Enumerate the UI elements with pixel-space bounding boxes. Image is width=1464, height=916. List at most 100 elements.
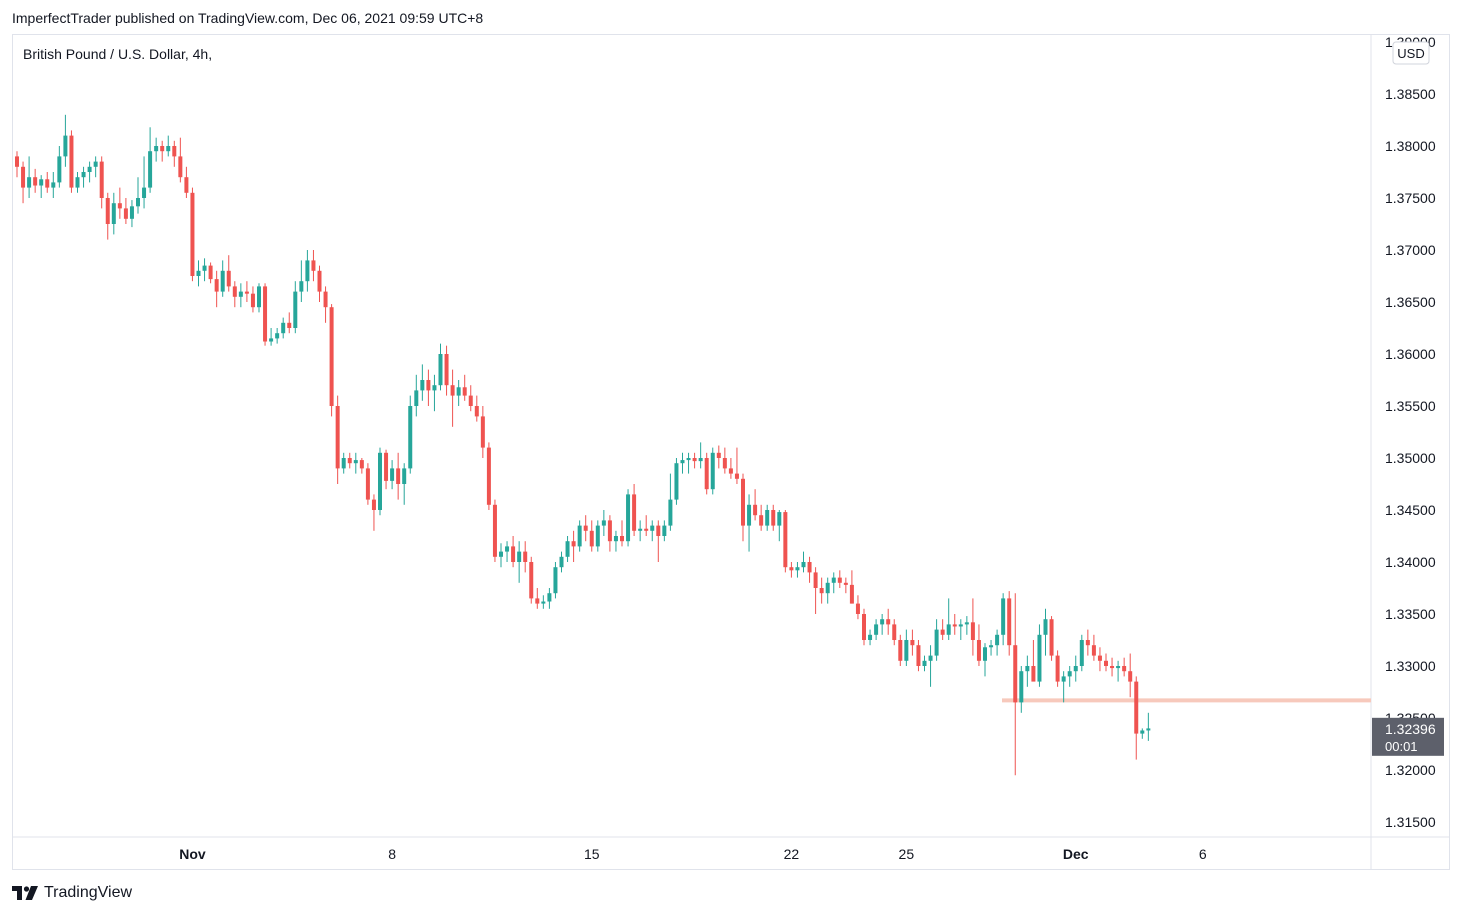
time-axis[interactable]: Nov 8 15 22 25 Dec 6 — [179, 846, 1207, 862]
candle-body — [111, 203, 116, 224]
candle — [989, 640, 994, 656]
candle-body — [444, 354, 449, 386]
candle — [99, 156, 104, 209]
candle — [444, 345, 449, 396]
candle-body — [287, 322, 292, 328]
candle — [1067, 666, 1072, 687]
time-tick-label: Nov — [179, 846, 206, 862]
candle — [898, 634, 903, 666]
candle — [880, 614, 885, 635]
candle — [1001, 593, 1006, 646]
candle-body — [686, 458, 691, 461]
price-tick-label: 1.31500 — [1385, 814, 1436, 830]
candle-body — [281, 322, 286, 334]
candle-body — [166, 146, 171, 152]
candle-body — [771, 510, 776, 526]
candle-body — [305, 260, 310, 282]
candle-body — [613, 536, 618, 542]
candle — [734, 447, 739, 484]
candle-body — [777, 512, 782, 526]
candle — [63, 114, 68, 167]
candle-body — [117, 203, 122, 209]
candle-body — [1055, 655, 1060, 682]
candle — [214, 270, 219, 308]
candle — [15, 151, 19, 178]
candle — [305, 250, 310, 292]
candle-body — [807, 562, 812, 573]
candle-body — [426, 380, 431, 391]
last-price-tag-bg — [1372, 717, 1444, 756]
candle — [1128, 653, 1133, 698]
candle — [759, 504, 764, 531]
candle-body — [474, 406, 479, 417]
candle-body — [93, 161, 98, 167]
candle-body — [1097, 655, 1102, 661]
candle — [583, 515, 588, 542]
candle-body — [341, 458, 346, 469]
candle-body — [263, 286, 268, 342]
candle-body — [680, 460, 685, 464]
candle-body — [1085, 640, 1090, 646]
candle — [1140, 728, 1145, 739]
candle — [807, 556, 812, 583]
candle-body — [916, 645, 921, 666]
candle-body — [1013, 645, 1018, 703]
candle — [275, 328, 280, 344]
candle-body — [220, 270, 225, 292]
candle — [595, 520, 600, 552]
candle — [1019, 666, 1024, 713]
candle-body — [311, 260, 316, 271]
candle-body — [408, 406, 413, 469]
candle — [123, 198, 128, 224]
candle — [886, 608, 891, 635]
candle — [371, 494, 376, 531]
candle — [184, 166, 189, 198]
candle-body — [970, 622, 975, 640]
publish-info: ImperfectTrader published on TradingView… — [12, 10, 484, 26]
candle-body — [323, 291, 328, 308]
candle-body — [257, 286, 261, 308]
candle-body — [1007, 598, 1012, 646]
candle — [868, 629, 873, 646]
candle-body — [438, 354, 443, 386]
candle-body — [148, 151, 153, 188]
candle-body — [632, 494, 637, 531]
candle — [117, 187, 122, 219]
candle-body — [595, 525, 600, 547]
candle-body — [63, 135, 68, 157]
candle-body — [716, 452, 721, 458]
price-tick-label: 1.35000 — [1385, 450, 1436, 466]
candle-body — [644, 528, 649, 531]
candle — [559, 551, 564, 573]
candle-body — [874, 624, 879, 635]
candle — [311, 250, 316, 282]
candle-body — [692, 458, 697, 462]
candle — [795, 562, 800, 578]
price-axis[interactable]: 1.390001.385001.380001.375001.370001.365… — [1385, 34, 1436, 830]
candle — [160, 140, 165, 162]
time-tick-label: 25 — [899, 846, 915, 862]
footer-branding[interactable]: TradingView — [12, 884, 132, 902]
candle — [1061, 671, 1066, 703]
candle — [777, 510, 782, 542]
candle-body — [898, 640, 903, 661]
candle — [855, 595, 860, 620]
price-tick-label: 1.35500 — [1385, 398, 1436, 414]
currency-badge[interactable]: USD — [1392, 41, 1430, 65]
candle-body — [402, 468, 407, 484]
candle-body — [196, 270, 201, 276]
candle-body — [462, 387, 467, 396]
candle-body — [855, 603, 860, 614]
candle-body — [123, 208, 128, 219]
candle — [21, 161, 26, 204]
price-tick-label: 1.34500 — [1385, 502, 1436, 518]
candle-body — [99, 161, 104, 198]
candle-body — [480, 416, 485, 448]
candle-body — [910, 640, 915, 646]
candle-body — [583, 525, 588, 531]
candle-body — [741, 478, 745, 526]
candle-body — [662, 525, 667, 536]
candle-body — [668, 499, 673, 526]
candle — [771, 504, 776, 531]
